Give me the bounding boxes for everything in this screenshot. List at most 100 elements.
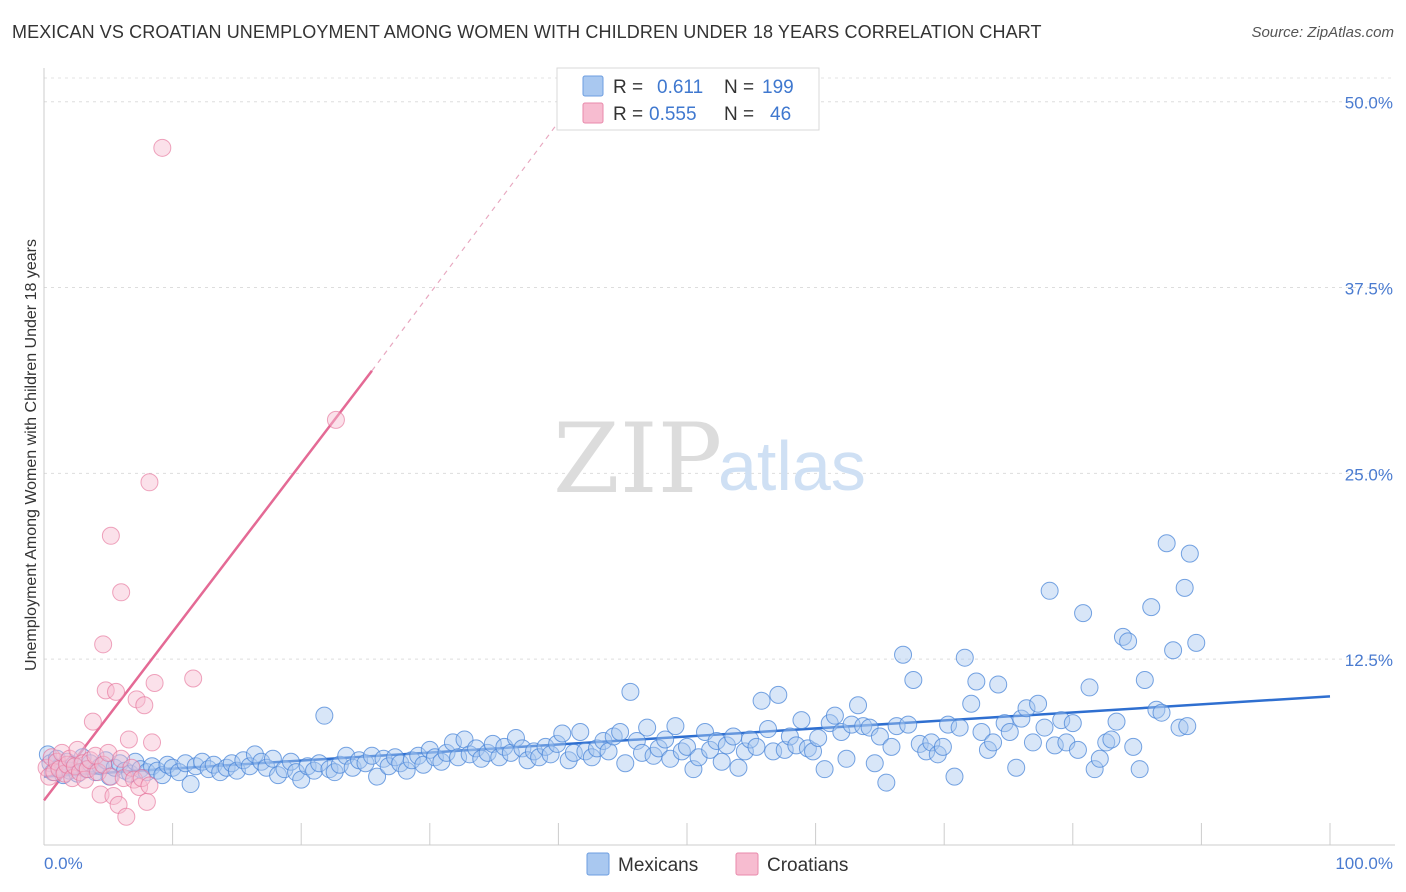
point-mexicans (1142, 598, 1161, 617)
point-mexicans (922, 733, 941, 752)
stats-swatch-mexicans (582, 75, 604, 97)
point-mexicans (1000, 723, 1019, 742)
point-croatians (68, 740, 87, 759)
point-mexicans (1107, 712, 1126, 731)
point-mexicans (621, 682, 640, 701)
point-mexicans (717, 736, 736, 755)
point-croatians (83, 712, 102, 731)
stats-r-value-mexicans: 0.611 (657, 77, 703, 98)
point-mexicans (1147, 700, 1166, 719)
point-mexicans (245, 745, 264, 764)
point-mexicans (553, 724, 572, 743)
point-mexicans (1130, 760, 1149, 779)
point-mexicans (571, 723, 590, 742)
point-mexicans (995, 714, 1014, 733)
point-mexicans (616, 754, 635, 773)
point-mexicans (877, 773, 896, 792)
point-mexicans (320, 760, 339, 779)
point-mexicans (1102, 730, 1121, 749)
point-mexicans (356, 754, 375, 773)
point-mexicans (684, 760, 703, 779)
point-mexicans (281, 752, 300, 771)
point-mexicans (1017, 699, 1036, 718)
point-mexicans (506, 728, 525, 747)
grid-lines (44, 77, 1395, 660)
point-mexicans (315, 706, 334, 725)
point-mexicans (397, 761, 416, 780)
point-croatians (153, 138, 172, 157)
point-mexicans (1175, 578, 1194, 597)
point-mexicans (1164, 641, 1183, 660)
point-mexicans (275, 760, 294, 779)
point-croatians (117, 807, 136, 826)
point-mexicans (804, 742, 823, 761)
point-mexicans (939, 715, 958, 734)
point-mexicans (1035, 718, 1054, 737)
point-mexicans (678, 737, 696, 756)
point-mexicans (837, 749, 856, 768)
point-mexicans (1097, 733, 1116, 752)
point-mexicans (945, 767, 964, 786)
point-mexicans (842, 715, 861, 734)
stats-box: R = 0.611 N = 199 R = 0.555 N = 46 (556, 67, 820, 131)
point-mexicans (1063, 714, 1082, 733)
point-mexicans (467, 739, 486, 758)
point-mexicans (1052, 711, 1071, 730)
stats-r-label-mexicans: R = (613, 77, 643, 98)
point-mexicans (437, 743, 456, 762)
watermark: ZIP atlas (553, 403, 866, 515)
stats-n-value-croatians: 46 (770, 104, 791, 125)
point-mexicans (548, 734, 567, 753)
x-tick-label-min: 0.0% (44, 854, 83, 873)
point-croatians (94, 635, 113, 654)
point-mexicans (752, 691, 771, 710)
point-mexicans (989, 675, 1008, 694)
point-mexicans (747, 737, 766, 756)
point-croatians (143, 733, 162, 752)
y-tick-label: 50.0% (1345, 94, 1393, 113)
point-croatians (119, 730, 138, 749)
y-tick-label: 25.0% (1345, 465, 1393, 484)
point-mexicans (825, 706, 844, 725)
stats-r-label-croatians: R = (613, 104, 643, 125)
point-mexicans (1040, 581, 1059, 600)
x-tick-label-max: 100.0% (1335, 854, 1393, 873)
point-mexicans (193, 752, 212, 771)
point-mexicans (917, 742, 936, 761)
point-croatians (112, 749, 131, 768)
axes (43, 68, 1395, 846)
point-mexicans (518, 751, 537, 770)
point-mexicans (391, 754, 410, 773)
point-mexicans (582, 748, 601, 767)
point-mexicans (962, 694, 981, 713)
point-mexicans (181, 775, 200, 794)
point-mexicans (729, 758, 748, 777)
point-mexicans (955, 648, 974, 667)
point-mexicans (870, 727, 889, 746)
point-mexicans (967, 672, 986, 691)
point-mexicans (432, 752, 451, 771)
legend-swatch-croatians (735, 852, 759, 876)
point-mexicans (910, 734, 929, 753)
point-mexicans (368, 767, 387, 786)
point-mexicans (1157, 534, 1176, 553)
point-mexicans (1124, 737, 1143, 756)
point-mexicans (587, 739, 606, 758)
point-mexicans (1178, 717, 1197, 736)
point-mexicans (712, 752, 731, 771)
trend-line-mexicans (43, 695, 1331, 778)
point-mexicans (632, 743, 651, 762)
point-mexicans (887, 717, 906, 736)
point-mexicans (649, 739, 668, 758)
point-mexicans (1023, 733, 1042, 752)
point-mexicans (541, 745, 560, 764)
point-mexicans (933, 737, 952, 756)
stats-n-value-mexicans: 199 (762, 77, 794, 98)
point-mexicans (1187, 633, 1206, 652)
point-croatians (140, 776, 159, 795)
point-mexicans (904, 670, 923, 689)
point-mexicans (379, 757, 398, 776)
point-mexicans (764, 742, 783, 761)
point-mexicans (611, 723, 630, 742)
